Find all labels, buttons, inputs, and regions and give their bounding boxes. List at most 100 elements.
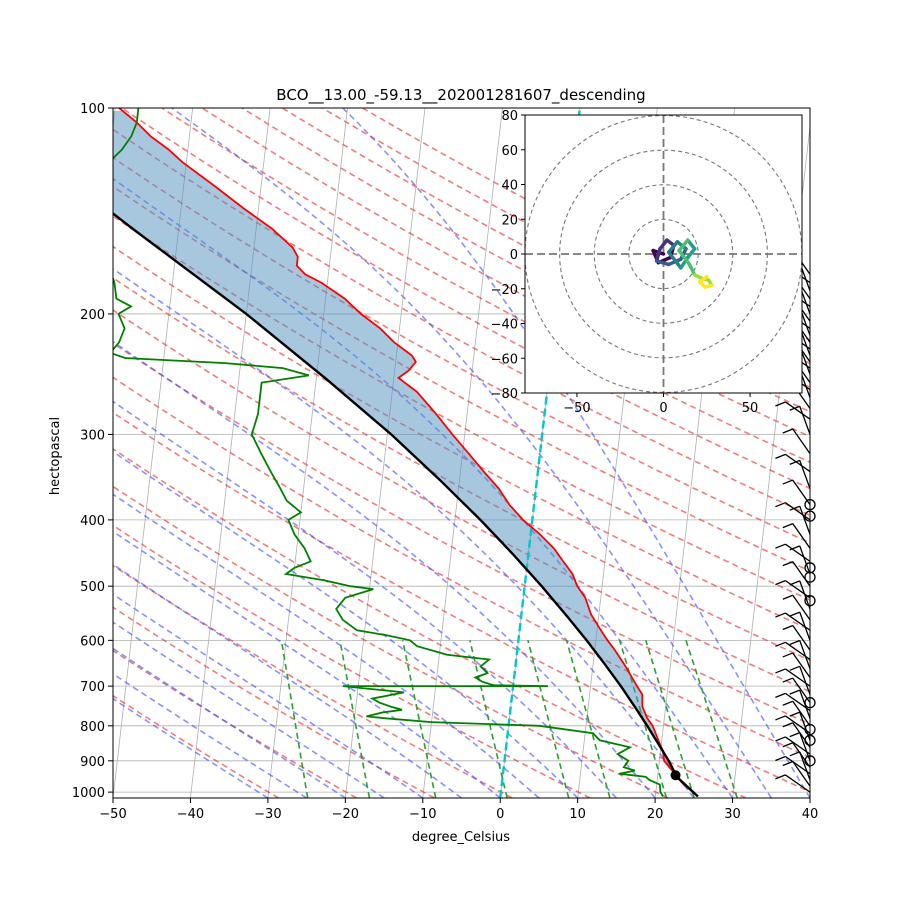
wind-barb-flag (782, 479, 794, 485)
dry-adiabat (113, 564, 513, 798)
parcel-start-point (670, 770, 681, 781)
wind-barb-shaft (799, 460, 811, 489)
dry-adiabat (113, 156, 810, 544)
wind-barb-flag (789, 580, 800, 586)
hodograph-y-tick-label: 40 (501, 179, 518, 194)
wind-barb-shaft (799, 666, 811, 695)
moist-adiabat (113, 672, 308, 798)
hodograph-trace-segment (658, 238, 669, 251)
x-tick-label: −30 (254, 807, 281, 822)
wind-barb-flag (775, 580, 786, 586)
hodograph-trace-segment (654, 259, 671, 267)
dry-adiabat (113, 694, 280, 798)
hodograph-trace-segment (685, 247, 697, 260)
hodograph-y-tick-label: −20 (491, 283, 518, 298)
y-axis-ticks: 100 200 300 400 500 600 700 800 900 1000 (72, 102, 113, 801)
hodograph-y-tick-label: 20 (501, 213, 518, 228)
wind-barb-flag (789, 405, 800, 411)
hodograph-trace-segment (666, 240, 680, 255)
wind-barb-shaft (792, 652, 811, 678)
hodograph-x-tick-label: 50 (742, 401, 759, 416)
wind-barb-flag (782, 523, 794, 529)
y-tick-label: 100 (80, 102, 105, 117)
wind-barb-flag (789, 459, 800, 465)
wind-barb-shaft (792, 722, 811, 748)
wind-barb-shaft (785, 580, 811, 599)
wind-barb-flag (789, 665, 800, 671)
x-axis-label: degree_Celsius (412, 830, 510, 845)
hodograph-y-tick-label: 80 (501, 109, 518, 124)
x-tick-label: 20 (647, 807, 664, 822)
isotherm (344, 108, 426, 798)
wind-barb-shaft (792, 594, 811, 621)
chart-title: BCO__13.00_-59.13__202001281607_descendi… (276, 86, 645, 105)
wind-barb-shaft (785, 774, 811, 793)
wind-barb-flag (782, 700, 794, 706)
wind-barb-shaft (785, 453, 811, 473)
wind-barb-shaft (799, 580, 811, 610)
wind-barb-shaft (799, 751, 811, 781)
y-tick-label: 500 (80, 580, 105, 595)
hodograph-y-tick-label: −80 (491, 387, 518, 402)
hodograph-trace-segment (687, 262, 697, 277)
dry-adiabat (113, 524, 591, 798)
hodograph-x-tick-label: 0 (659, 401, 667, 416)
y-tick-label: 400 (80, 514, 105, 529)
wind-barb-flag (775, 736, 786, 742)
wind-barb-flag (782, 652, 794, 658)
y-tick-label: 300 (80, 428, 105, 443)
wind-barb-shaft (792, 625, 811, 651)
hodograph-trace-segment (685, 238, 697, 251)
mixing-ratio-line (280, 640, 309, 798)
dry-adiabat (113, 376, 810, 759)
wind-barb-shaft (799, 545, 811, 575)
wind-barb-shaft (785, 502, 811, 521)
x-tick-label: −50 (99, 807, 126, 822)
wind-barb-shaft (799, 640, 811, 669)
y-tick-label: 700 (80, 680, 105, 695)
y-tick-label: 600 (80, 634, 105, 649)
isotherm (809, 794, 810, 798)
wind-barb-shaft (792, 700, 811, 727)
hodograph-y-tick-label: 60 (501, 144, 518, 159)
hodograph-trace-segment (698, 274, 709, 284)
wind-barb-flag (789, 689, 800, 695)
dry-adiabat (113, 485, 669, 798)
hodograph-y-tick-label: −60 (491, 352, 518, 367)
dry-adiabat (113, 606, 435, 798)
wind-barb-shaft (799, 505, 811, 535)
dry-adiabat (113, 185, 810, 572)
dry-adiabat (113, 276, 810, 662)
wind-barb-shaft (785, 755, 811, 775)
wind-barb-flag (775, 612, 786, 618)
moist-adiabat (171, 108, 772, 798)
mixing-ratio-line (469, 640, 508, 798)
wind-barb-flag (775, 774, 786, 780)
mixing-ratio-line (645, 640, 695, 798)
parcel-path-line (113, 211, 699, 798)
wind-barbs (775, 249, 816, 793)
wind-barb-shaft (785, 401, 811, 420)
isotherm (267, 108, 348, 798)
temperature-line (118, 108, 699, 798)
wind-barb-flag (789, 611, 800, 617)
y-tick-label: 800 (80, 720, 105, 735)
wind-barb-flag (782, 742, 794, 748)
hodograph-trace-segment (654, 247, 662, 263)
moist-adiabat (113, 563, 462, 798)
x-tick-label: −40 (177, 807, 204, 822)
wind-barb-flag (775, 641, 786, 647)
wind-barb-shaft (792, 428, 811, 454)
wind-barb-flag (789, 639, 800, 646)
dry-adiabat (113, 411, 810, 793)
isotherm (0, 108, 38, 798)
dewpoint-line (113, 108, 664, 797)
wind-barb-flag (782, 677, 794, 683)
plot-frame (112, 107, 811, 799)
moist-adiabat (113, 340, 656, 798)
hodograph-trace-segment (677, 238, 690, 253)
y-axis-label: hectopascal (48, 417, 63, 495)
x-tick-label: 30 (724, 807, 741, 822)
moist-adiabat (113, 267, 695, 798)
